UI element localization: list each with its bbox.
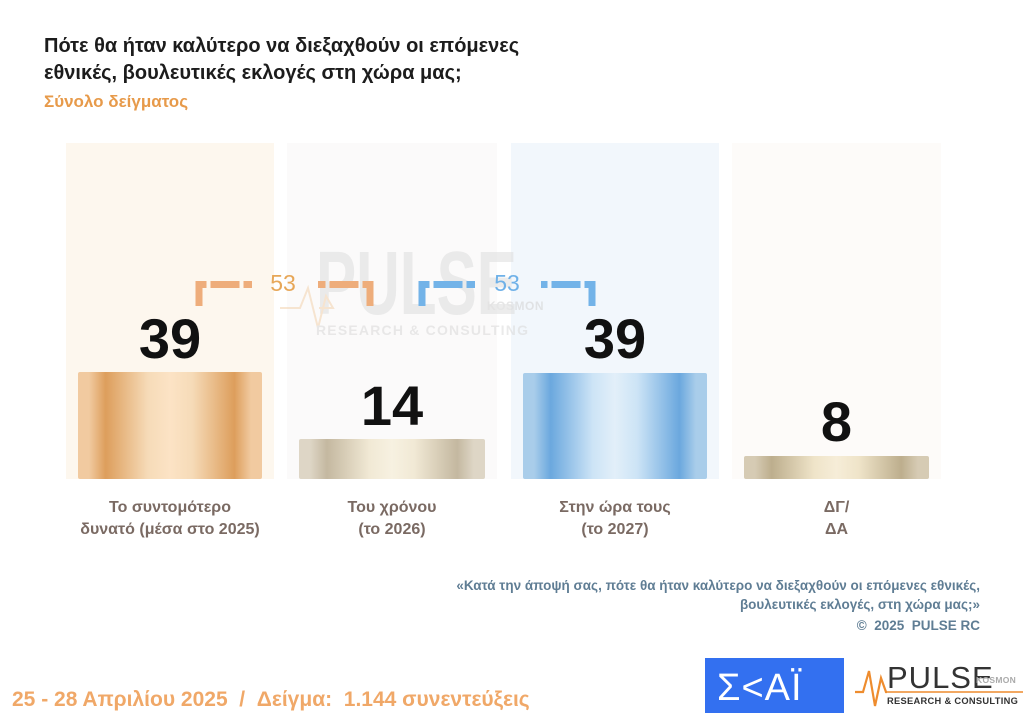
svg-text:RESEARCH & CONSULTING: RESEARCH & CONSULTING bbox=[887, 696, 1018, 706]
svg-text:Σ<ΑÏ: Σ<ΑÏ bbox=[717, 667, 803, 709]
svg-text:KOSMON: KOSMON bbox=[976, 675, 1016, 685]
